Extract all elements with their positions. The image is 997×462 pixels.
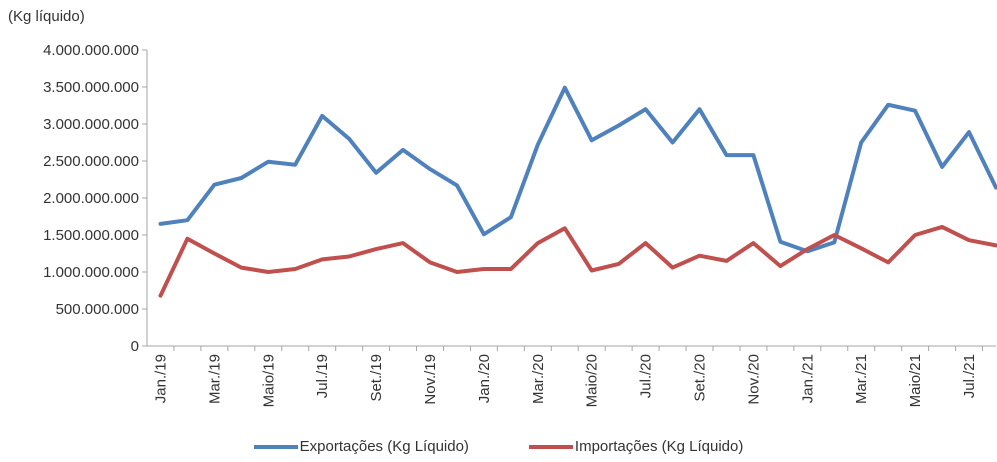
y-tick-label: 500.000.000: [56, 301, 139, 318]
data-point-importacoes: [213, 253, 215, 254]
data-point-importacoes: [456, 271, 458, 273]
y-tick-label: 3.500.000.000: [43, 79, 139, 96]
data-point-importacoes: [914, 234, 916, 236]
data-point-exportacoes: [510, 216, 512, 218]
data-point-exportacoes: [321, 115, 323, 117]
data-point-importacoes: [995, 244, 997, 246]
data-point-importacoes: [186, 238, 188, 240]
data-point-exportacoes: [348, 138, 350, 140]
data-point-importacoes: [321, 258, 323, 260]
y-tick-label: 0: [131, 338, 139, 355]
x-tick-label: Jan./20: [476, 354, 493, 403]
data-point-importacoes: [726, 260, 727, 262]
x-tick-label: Mar./20: [530, 354, 547, 404]
data-point-exportacoes: [375, 172, 377, 174]
data-point-exportacoes: [618, 125, 620, 126]
data-point-importacoes: [240, 267, 242, 269]
data-point-importacoes: [429, 261, 431, 263]
data-point-importacoes: [806, 248, 808, 250]
x-tick-label: Jul./21: [961, 354, 978, 398]
y-tick-label: 3.000.000.000: [43, 116, 139, 133]
data-point-importacoes: [941, 226, 943, 228]
data-point-importacoes: [564, 227, 566, 229]
data-point-exportacoes: [779, 241, 781, 243]
y-tick-label: 2.500.000.000: [43, 153, 139, 170]
data-point-importacoes: [860, 247, 862, 249]
y-tick-label: 4.000.000.000: [43, 42, 139, 59]
data-point-importacoes: [483, 268, 485, 270]
legend-item-importacoes: Importações (Kg Líquido): [528, 438, 744, 455]
x-tick-label: Jul./19: [314, 354, 331, 398]
data-point-importacoes: [375, 248, 377, 250]
data-point-exportacoes: [294, 164, 296, 166]
x-tick-label: Nov./20: [745, 354, 762, 405]
data-point-importacoes: [591, 270, 593, 271]
x-tick-label: Mar./21: [853, 354, 870, 404]
data-point-importacoes: [672, 267, 674, 269]
data-point-exportacoes: [672, 142, 674, 143]
data-point-importacoes: [510, 268, 512, 270]
x-tick-label: Nov./19: [422, 354, 439, 405]
data-point-exportacoes: [914, 110, 916, 112]
x-tick-label: Maio/21: [907, 354, 924, 407]
data-point-exportacoes: [645, 108, 647, 110]
legend-item-exportacoes: Exportações (Kg Líquido): [253, 438, 469, 455]
x-tick-label: Maio/19: [260, 354, 277, 407]
x-tick-label: Jan./21: [799, 354, 816, 403]
y-tick-label: 2.000.000.000: [43, 190, 139, 207]
x-tick-label: Mar./19: [206, 354, 223, 404]
data-point-importacoes: [752, 242, 754, 244]
data-point-importacoes: [645, 242, 647, 244]
x-tick-label: Jan./19: [152, 354, 169, 403]
data-point-exportacoes: [752, 154, 754, 156]
data-point-exportacoes: [213, 184, 215, 186]
data-point-importacoes: [160, 295, 161, 297]
data-point-exportacoes: [402, 149, 404, 151]
data-point-importacoes: [402, 242, 404, 244]
data-point-exportacoes: [699, 108, 700, 110]
data-point-exportacoes: [968, 131, 970, 133]
series-line-exportacoes: [158, 85, 997, 254]
data-point-exportacoes: [267, 161, 269, 163]
data-point-importacoes: [779, 265, 781, 267]
data-point-exportacoes: [186, 219, 188, 221]
y-tick-label: 1.000.000.000: [43, 264, 139, 281]
legend: Exportações (Kg Líquido) Importações (Kg…: [0, 438, 997, 455]
data-point-importacoes: [833, 234, 835, 236]
data-point-exportacoes: [591, 139, 593, 141]
data-point-exportacoes: [833, 241, 835, 243]
series-line-importacoes: [158, 224, 997, 298]
x-tick-label: Set./19: [368, 354, 385, 402]
legend-swatch-exportacoes: [253, 444, 298, 449]
data-point-importacoes: [699, 255, 700, 257]
data-point-exportacoes: [456, 184, 458, 186]
data-point-importacoes: [348, 256, 350, 257]
data-point-exportacoes: [160, 223, 161, 225]
y-axis-unit-label: (Kg líquido): [8, 8, 85, 25]
data-point-exportacoes: [537, 144, 539, 146]
legend-swatch-importacoes: [528, 444, 573, 449]
legend-label-importacoes: Importações (Kg Líquido): [574, 438, 744, 455]
data-point-importacoes: [887, 261, 889, 263]
y-tick-label: 1.500.000.000: [43, 227, 139, 244]
x-tick-label: Set./20: [692, 354, 709, 402]
data-point-exportacoes: [860, 142, 862, 143]
data-point-importacoes: [537, 242, 539, 244]
data-point-exportacoes: [995, 187, 997, 189]
legend-label-exportacoes: Exportações (Kg Líquido): [299, 438, 469, 455]
data-point-importacoes: [618, 263, 620, 265]
data-point-importacoes: [968, 239, 970, 241]
data-point-exportacoes: [726, 154, 727, 156]
data-point-exportacoes: [941, 166, 943, 168]
data-point-importacoes: [267, 271, 269, 273]
data-point-exportacoes: [887, 104, 889, 106]
data-point-exportacoes: [240, 177, 242, 179]
data-point-exportacoes: [564, 87, 566, 89]
data-point-exportacoes: [483, 233, 485, 235]
x-tick-label: Maio/20: [584, 354, 601, 407]
data-point-importacoes: [294, 268, 296, 270]
x-tick-label: Jul./20: [638, 354, 655, 398]
data-point-exportacoes: [429, 168, 431, 170]
